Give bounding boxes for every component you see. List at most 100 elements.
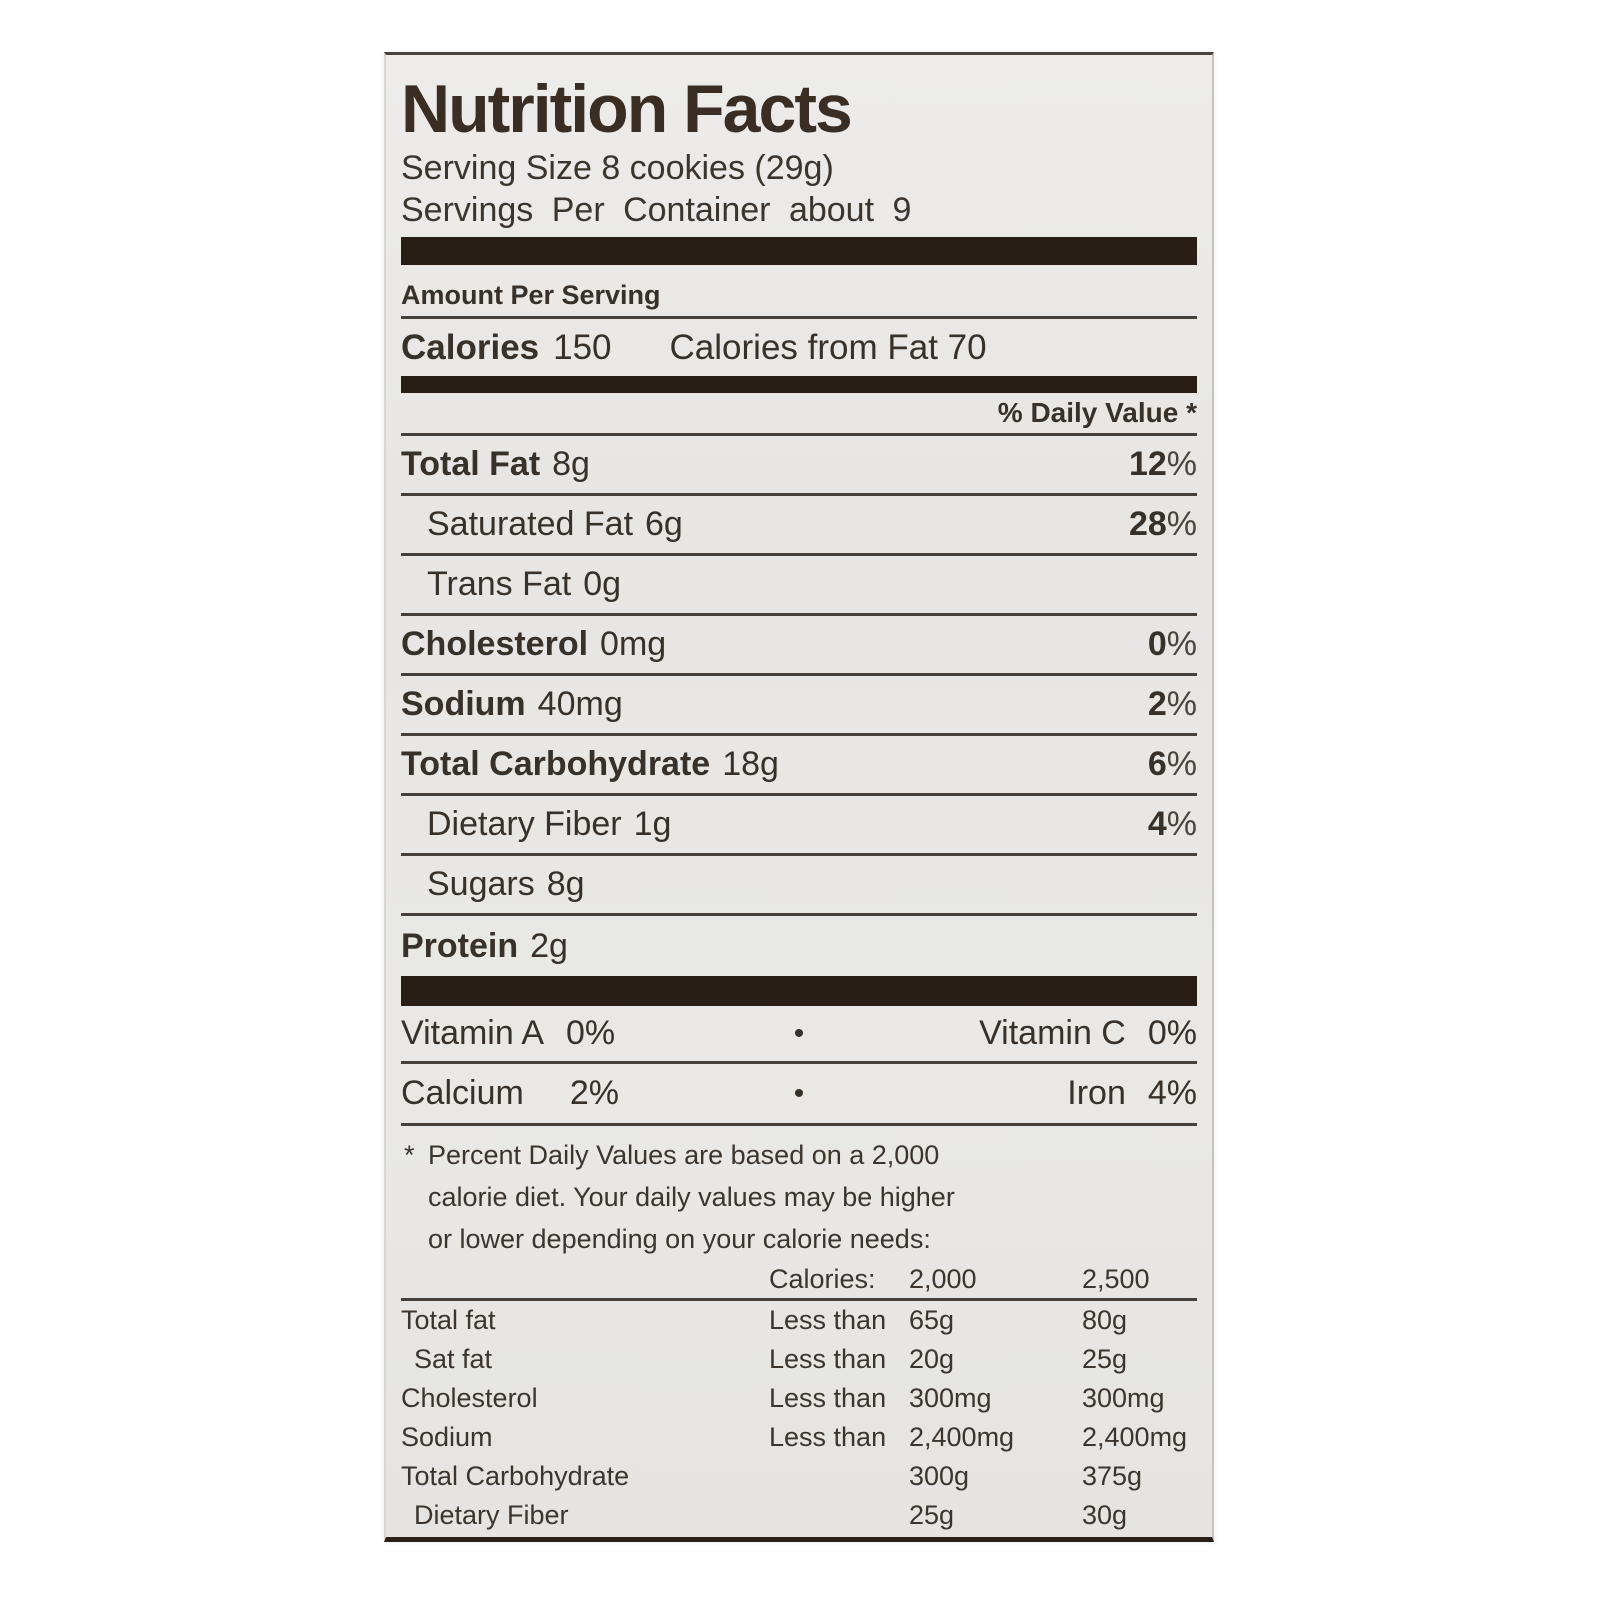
dv-number: 28 [1128, 505, 1167, 543]
row-value-2000: 65g [909, 1305, 955, 1335]
table-row-sat-fat: Sat fat Less than 20g 25g [401, 1340, 1197, 1379]
servings-per-container: Servings Per Container about 9 [401, 191, 912, 229]
vitamin-row: Vitamin A 0% • Vitamin C 0% [401, 1006, 1197, 1064]
calories-from-fat: Calories from Fat 70 [669, 327, 987, 367]
nutrient-name: Cholesterol [401, 625, 589, 663]
calories-row: Calories 150 Calories from Fat 70 [401, 319, 1197, 376]
vitamin-c-entry: Vitamin C 0% [819, 1014, 1197, 1053]
nutrient-amount: 6g [645, 505, 683, 543]
row-qualifier: Less than [769, 1344, 887, 1374]
daily-value-header: % Daily Value * [401, 393, 1197, 436]
nutrient-name: Sodium [401, 685, 526, 723]
calories-header: Calories: [769, 1263, 876, 1294]
footnote-line: Percent Daily Values are based on a 2,00… [428, 1140, 940, 1170]
row-value-2500: 300mg [1082, 1383, 1165, 1413]
asterisk-marker: * [404, 1140, 415, 1170]
iron-value: 4% [1147, 1074, 1197, 1112]
percent-sign: % [1166, 445, 1197, 483]
nutrient-daily-value: 6% [1148, 745, 1197, 784]
bullet-separator: • [793, 1016, 805, 1050]
dv-number: 12 [1128, 445, 1167, 483]
row-qualifier: Less than [769, 1305, 887, 1335]
nutrient-row-sodium: Sodium 40mg 2% [401, 676, 1197, 736]
nutrient-amount: 8g [546, 865, 585, 903]
table-row-cholesterol: Cholesterol Less than 300mg 300mg [401, 1379, 1197, 1418]
nutrient-row-trans-fat: Trans Fat 0g [401, 556, 1197, 616]
nutrient-daily-value: 2% [1148, 685, 1197, 724]
mineral-row: Calcium 2% • Iron 4% [401, 1064, 1197, 1126]
nutrient-name: Total Carbohydrate [401, 745, 711, 783]
nutrient-name: Sugars [427, 865, 535, 903]
nutrient-name: Total Fat [401, 445, 541, 483]
dv-number: 0 [1147, 625, 1167, 663]
nutrient-row-cholesterol: Cholesterol 0mg 0% [401, 616, 1197, 676]
nutrient-amount: 40mg [537, 685, 623, 723]
calories-label: Calories [401, 327, 540, 367]
separator-bar-thick [401, 976, 1197, 1006]
bullet-separator: • [793, 1076, 805, 1110]
col-2500-header: 2,500 [1082, 1263, 1150, 1294]
iron-label: Iron [1067, 1074, 1126, 1112]
footnote-line: or lower depending on your calorie needs… [428, 1224, 931, 1254]
footnote-line: calorie diet. Your daily values may be h… [428, 1182, 955, 1212]
table-row-dietary-fiber: Dietary Fiber 25g 30g [401, 1496, 1197, 1535]
table-row-sodium: Sodium Less than 2,400mg 2,400mg [401, 1418, 1197, 1457]
nutrient-row-total-fat: Total Fat 8g 12% [401, 436, 1197, 496]
row-value-2000: 300mg [909, 1383, 992, 1413]
reference-table: Calories: 2,000 2,500 Total fat Less tha… [401, 1260, 1197, 1535]
percent-sign: % [1166, 745, 1197, 783]
nutrient-name: Dietary Fiber [427, 805, 622, 843]
row-value-2500: 2,400mg [1082, 1422, 1188, 1452]
vitamin-a-entry: Vitamin A 0% [401, 1014, 779, 1053]
table-row-total-fat: Total fat Less than 65g 80g [401, 1301, 1197, 1340]
nutrient-amount: 2g [530, 926, 568, 965]
table-row-total-carbohydrate: Total Carbohydrate 300g 375g [401, 1457, 1197, 1496]
calories-value: 150 [553, 327, 612, 367]
nutrition-facts-title: Nutrition Facts [401, 71, 853, 147]
vitamin-a-label: Vitamin A [401, 1014, 545, 1052]
nutrient-row-total-carbohydrate: Total Carbohydrate 18g 6% [401, 736, 1197, 796]
nutrient-amount: 1g [633, 805, 672, 843]
nutrient-name: Trans Fat [427, 565, 572, 603]
nutrition-label: Nutrition Facts Serving Size 8 cookies (… [384, 52, 1214, 1542]
separator-bar-thick [401, 237, 1197, 265]
calcium-entry: Calcium 2% [401, 1074, 779, 1113]
amount-per-serving-header: Amount Per Serving [401, 277, 1197, 319]
row-label: Sodium [401, 1422, 493, 1452]
nutrient-row-protein: Protein 2g [401, 916, 1197, 976]
percent-sign: % [1166, 805, 1197, 843]
nutrient-name: Saturated Fat [427, 505, 634, 543]
row-value-2500: 80g [1082, 1305, 1128, 1335]
nutrient-name: Protein [401, 926, 519, 965]
row-label: Total fat [401, 1305, 496, 1335]
row-label: Sat fat [414, 1344, 493, 1374]
calcium-value: 2% [569, 1074, 619, 1112]
nutrient-amount: 18g [722, 745, 779, 783]
reference-table-header: Calories: 2,000 2,500 [401, 1260, 1197, 1301]
row-value-2000: 25g [909, 1500, 955, 1530]
vitamin-c-label: Vitamin C [979, 1014, 1126, 1052]
dv-number: 4 [1147, 805, 1167, 843]
row-value-2500: 25g [1082, 1344, 1128, 1374]
percent-sign: % [1166, 625, 1197, 663]
daily-value-footnote: * Percent Daily Values are based on a 2,… [401, 1134, 1197, 1260]
row-value-2000: 300g [909, 1461, 970, 1491]
row-value-2500: 375g [1082, 1461, 1143, 1491]
nutrient-row-sugars: Sugars 8g [401, 856, 1197, 916]
vitamin-a-value: 0% [566, 1014, 616, 1052]
calcium-label: Calcium [401, 1074, 524, 1112]
percent-sign: % [1166, 685, 1197, 723]
nutrient-amount: 0g [583, 565, 622, 603]
row-label: Dietary Fiber [414, 1500, 569, 1530]
dv-number: 6 [1147, 745, 1167, 783]
row-label: Total Carbohydrate [401, 1461, 630, 1491]
nutrient-daily-value: 4% [1148, 805, 1197, 844]
nutrient-amount: 0mg [600, 625, 667, 663]
row-value-2500: 30g [1082, 1500, 1128, 1530]
row-label: Cholesterol [401, 1383, 538, 1413]
col-2000-header: 2,000 [909, 1263, 977, 1294]
iron-entry: Iron 4% [819, 1074, 1197, 1113]
dv-number: 2 [1147, 685, 1167, 723]
row-qualifier: Less than [769, 1383, 887, 1413]
percent-sign: % [1166, 505, 1197, 543]
